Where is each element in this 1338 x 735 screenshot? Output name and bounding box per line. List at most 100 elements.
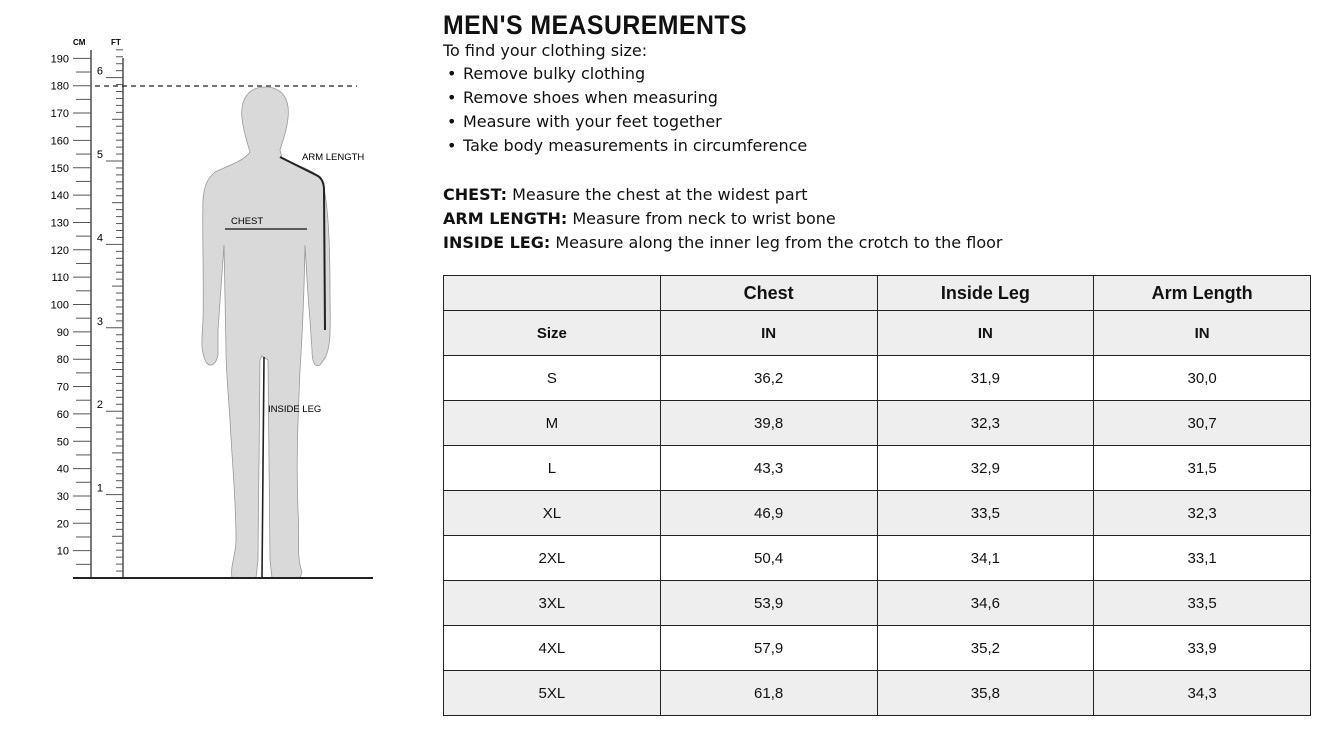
tip-item: Take body measurements in circumference (443, 135, 807, 159)
cm-tick-label: 130 (51, 217, 69, 229)
table-cell: 33,1 (1093, 535, 1311, 581)
arm-length-line (279, 156, 326, 331)
table-cell: 33,5 (1093, 580, 1311, 626)
tip-item: Measure with your feet together (443, 111, 807, 135)
table-cell: 32,3 (1093, 490, 1311, 536)
cm-tick-label: 100 (51, 300, 69, 312)
cm-tick-label: 160 (51, 135, 69, 147)
cm-tick-label: 190 (51, 53, 69, 65)
table-row: 4XL 57,9 35,2 33,9 (443, 625, 1311, 671)
table-cell: 34,3 (1093, 670, 1311, 716)
definition-text: Measure along the inner leg from the cro… (550, 233, 1003, 252)
ft-unit-label: FT (111, 38, 121, 47)
cm-tick-label: 120 (51, 245, 69, 257)
definition-arm-length: ARM LENGTH: Measure from neck to wrist b… (443, 208, 1002, 232)
table-cell: 4XL (443, 625, 661, 671)
table-cell: 36,2 (659, 355, 878, 401)
chest-label: CHEST (231, 216, 263, 227)
table-cell: 61,8 (659, 670, 878, 716)
table-cell: 33,5 (876, 490, 1095, 536)
table-cell: 57,9 (659, 625, 878, 671)
cm-unit-label: CM (73, 38, 86, 47)
table-cell: 34,1 (876, 535, 1095, 581)
table-cell: 50,4 (659, 535, 878, 581)
table-cell: 2XL (443, 535, 661, 581)
cm-tick-label: 50 (57, 436, 69, 448)
size-table: Chest Inside Leg Arm Length Size IN IN I… (443, 275, 1311, 716)
table-cell: 39,8 (659, 400, 878, 446)
cm-tick-label: 80 (57, 354, 69, 366)
tip-item: Remove shoes when measuring (443, 87, 807, 111)
cm-tick-label: 140 (51, 190, 69, 202)
cm-tick-label: 90 (57, 327, 69, 339)
table-cell: 3XL (443, 580, 661, 626)
ft-tick-label: 3 (97, 316, 103, 328)
page-title: MEN'S MEASUREMENTS (443, 10, 748, 40)
table-cell: 34,6 (876, 580, 1095, 626)
definition-inside-leg: INSIDE LEG: Measure along the inner leg … (443, 232, 1002, 256)
subheader-row: Size IN IN IN (443, 310, 1311, 356)
subheader-cell: IN (1093, 310, 1311, 356)
table-cell: 31,9 (876, 355, 1095, 401)
tips-list: Remove bulky clothing Remove shoes when … (443, 63, 807, 159)
ft-tick-label: 1 (97, 483, 103, 495)
body-silhouette (201, 86, 331, 579)
table-cell: 32,9 (876, 445, 1095, 491)
ft-tick-label: 6 (97, 66, 103, 78)
header-cell: Inside Leg (876, 275, 1095, 311)
cm-tick-label: 180 (51, 81, 69, 93)
header-cell: Chest (659, 275, 878, 311)
subheader-cell: IN (876, 310, 1095, 356)
ruler: 1901801701601501401301201101009080706050… (51, 49, 124, 578)
table-row: 3XL 53,9 34,6 33,5 (443, 580, 1311, 626)
cm-tick-label: 40 (57, 464, 69, 476)
table-cell: 30,7 (1093, 400, 1311, 446)
table-row: S 36,2 31,9 30,0 (443, 355, 1311, 401)
table-row: XL 46,9 33,5 32,3 (443, 490, 1311, 536)
definition-term: CHEST: (443, 185, 508, 204)
table-cell: S (443, 355, 661, 401)
intro-text: To find your clothing size: (443, 41, 648, 60)
table-row: 5XL 61,8 35,8 34,3 (443, 670, 1311, 716)
table-row: L 43,3 32,9 31,5 (443, 445, 1311, 491)
table-cell: 30,0 (1093, 355, 1311, 401)
tip-item: Remove bulky clothing (443, 63, 807, 87)
table-cell: 5XL (443, 670, 661, 716)
ft-tick-label: 5 (97, 149, 103, 161)
definition-term: INSIDE LEG: (443, 233, 551, 252)
table-cell: 53,9 (659, 580, 878, 626)
inside-leg-label: INSIDE LEG (268, 404, 321, 415)
header-cell: Arm Length (1093, 275, 1311, 311)
table-row: 2XL 50,4 34,1 33,1 (443, 535, 1311, 581)
header-row: Chest Inside Leg Arm Length (443, 275, 1311, 311)
table-cell: 43,3 (659, 445, 878, 491)
cm-tick-label: 20 (57, 518, 69, 530)
cm-tick-label: 70 (57, 382, 69, 394)
table-cell: 46,9 (659, 490, 878, 536)
table-cell: L (443, 445, 661, 491)
cm-tick-label: 10 (57, 546, 69, 558)
cm-tick-label: 30 (57, 491, 69, 503)
definition-chest: CHEST: Measure the chest at the widest p… (443, 184, 1002, 208)
table-row: M 39,8 32,3 30,7 (443, 400, 1311, 446)
ft-tick-label: 2 (97, 399, 103, 411)
table-cell: 32,3 (876, 400, 1095, 446)
inside-leg-line (261, 356, 265, 579)
definition-text: Measure from neck to wrist bone (567, 209, 836, 228)
cm-tick-label: 150 (51, 163, 69, 175)
table-cell: XL (443, 490, 661, 536)
table-cell: 35,2 (876, 625, 1095, 671)
header-cell (443, 275, 661, 311)
definition-term: ARM LENGTH: (443, 209, 568, 228)
cm-tick-label: 110 (51, 272, 69, 284)
table-cell: 35,8 (876, 670, 1095, 716)
ft-tick-label: 4 (97, 232, 103, 244)
table-cell: 33,9 (1093, 625, 1311, 671)
subheader-cell: Size (443, 310, 661, 356)
height-chart-figure: 1901801701601501401301201101009080706050… (51, 38, 373, 579)
cm-tick-label: 170 (51, 108, 69, 120)
subheader-cell: IN (659, 310, 878, 356)
table-cell: M (443, 400, 661, 446)
definition-text: Measure the chest at the widest part (507, 185, 808, 204)
arm-length-label: ARM LENGTH (302, 152, 364, 163)
